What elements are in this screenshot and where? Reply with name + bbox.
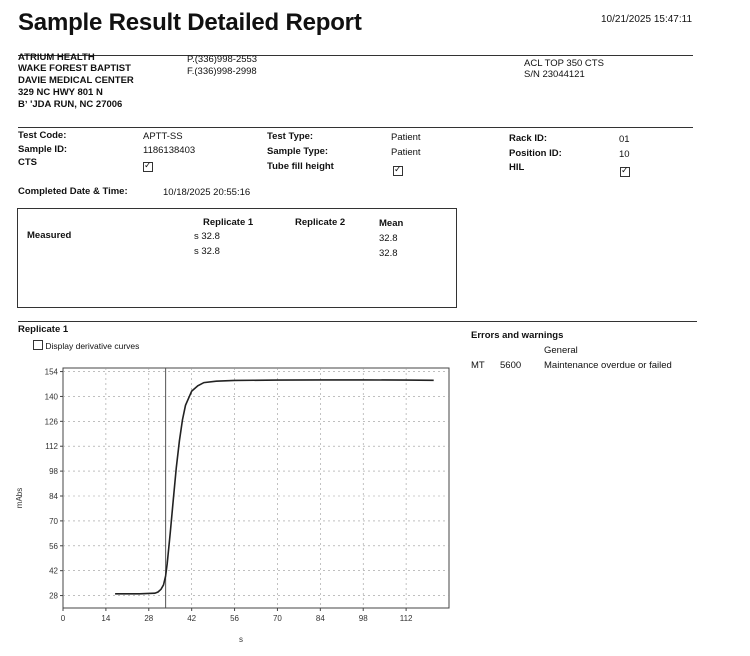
completed-label: Completed Date & Time: bbox=[18, 186, 128, 197]
completed-value: 10/18/2025 20:55:16 bbox=[163, 187, 251, 198]
x-tick-label: 112 bbox=[400, 614, 413, 623]
facility-line-4: 329 NC HWY 801 N bbox=[18, 87, 103, 98]
x-tick-label: 0 bbox=[61, 614, 66, 623]
errors-title: Errors and warnings bbox=[471, 330, 564, 341]
col-mean: Mean bbox=[379, 218, 404, 229]
tube-fill-checkbox bbox=[393, 164, 403, 176]
x-tick-label: 14 bbox=[101, 614, 110, 623]
tube-fill-label: Tube fill height bbox=[267, 161, 334, 172]
test-type-label: Test Type: bbox=[267, 131, 314, 142]
results-box bbox=[17, 208, 457, 308]
test-type-value: Patient bbox=[391, 132, 421, 143]
cts-label: CTS bbox=[18, 157, 37, 168]
errors-category: General bbox=[544, 345, 578, 356]
position-id-value: 10 bbox=[619, 149, 630, 160]
y-tick-label: 98 bbox=[49, 467, 58, 476]
rack-id-label: Rack ID: bbox=[509, 133, 548, 144]
measured-label: Measured bbox=[27, 230, 72, 241]
error-message: Maintenance overdue or failed bbox=[544, 360, 672, 371]
col-replicate-1: Replicate 1 bbox=[203, 217, 254, 228]
display-derivative-checkbox[interactable] bbox=[33, 340, 43, 350]
row-2-mean: 32.8 bbox=[379, 248, 398, 259]
x-tick-label: 28 bbox=[144, 614, 153, 623]
sample-id-value: 1186138403 bbox=[143, 145, 196, 156]
facility-phone: P.(336)998-2553 bbox=[187, 54, 258, 65]
header-divider bbox=[18, 55, 693, 56]
y-tick-label: 154 bbox=[45, 368, 59, 377]
test-code-value: APTT-SS bbox=[143, 131, 183, 142]
y-tick-label: 56 bbox=[49, 542, 58, 551]
y-tick-label: 28 bbox=[49, 592, 58, 601]
facility-line-5: Bʼ 'JDA RUN, NC 27006 bbox=[18, 99, 123, 110]
facility-fax: F.(336)998-2998 bbox=[187, 66, 257, 77]
plot-frame bbox=[62, 367, 450, 609]
display-derivative-option[interactable]: Display derivative curves bbox=[33, 339, 139, 351]
display-derivative-label: Display derivative curves bbox=[45, 341, 140, 351]
hil-checkbox bbox=[620, 165, 630, 177]
hil-label: HIL bbox=[509, 162, 525, 173]
y-tick-label: 126 bbox=[45, 417, 59, 426]
sample-type-value: Patient bbox=[391, 147, 421, 158]
position-id-label: Position ID: bbox=[509, 148, 562, 159]
replicate-section-title: Replicate 1 bbox=[18, 324, 69, 335]
sample-id-label: Sample ID: bbox=[18, 144, 68, 155]
sample-type-label: Sample Type: bbox=[267, 146, 329, 157]
x-axis-label: s bbox=[239, 635, 243, 644]
y-tick-label: 84 bbox=[49, 492, 58, 501]
error-number: 5600 bbox=[500, 360, 522, 371]
y-tick-label: 42 bbox=[49, 567, 58, 576]
row-1-mean: 32.8 bbox=[379, 233, 398, 244]
x-tick-label: 42 bbox=[187, 614, 196, 623]
col-replicate-2: Replicate 2 bbox=[295, 217, 346, 228]
report-title: Sample Result Detailed Report bbox=[18, 9, 362, 36]
row-1-replicate-1: s 32.8 bbox=[194, 231, 220, 242]
instrument-name: ACL TOP 350 CTS bbox=[524, 58, 604, 69]
printed-datetime: 10/21/2025 15:47:11 bbox=[601, 14, 693, 25]
facility-line-3: DAVIE MEDICAL CENTER bbox=[18, 75, 134, 86]
x-tick-label: 70 bbox=[273, 614, 282, 623]
rack-id-value: 01 bbox=[619, 134, 630, 145]
test-code-label: Test Code: bbox=[18, 130, 67, 141]
facility-line-1: ATRIUM HEALTH bbox=[18, 52, 95, 63]
cts-checkbox bbox=[143, 160, 153, 172]
y-tick-label: 140 bbox=[45, 392, 59, 401]
row-2-replicate-1: s 32.8 bbox=[194, 246, 220, 257]
y-tick-label: 70 bbox=[49, 517, 58, 526]
x-tick-label: 84 bbox=[316, 614, 325, 623]
y-tick-label: 112 bbox=[45, 442, 58, 451]
chart-section-divider bbox=[18, 321, 697, 322]
absorbance-curve bbox=[115, 379, 434, 595]
y-axis-label: mAbs bbox=[15, 488, 24, 508]
instrument-serial: S/N 23044121 bbox=[524, 69, 585, 80]
replicate-chart: 0 14 28 42 56 70 84 98 112 28 42 56 70 84 98 112 126 140 1… bbox=[15, 367, 450, 644]
facility-line-2: WAKE FOREST BAPTIST bbox=[18, 63, 131, 74]
sample-info-divider bbox=[18, 127, 693, 128]
error-code: MT bbox=[471, 360, 485, 371]
x-tick-label: 98 bbox=[359, 614, 368, 623]
x-tick-label: 56 bbox=[230, 614, 239, 623]
